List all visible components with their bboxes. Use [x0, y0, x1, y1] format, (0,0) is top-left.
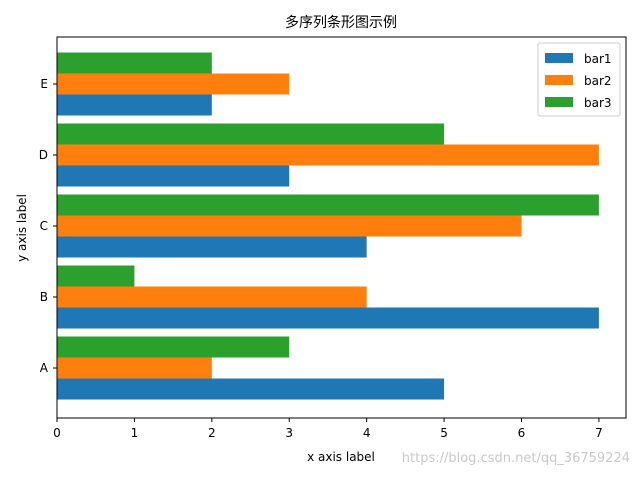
y-tick-label: E [40, 77, 48, 91]
bar-bar3-A [57, 336, 290, 358]
bar-bar3-B [57, 265, 135, 287]
x-tick-label: 6 [518, 426, 526, 440]
y-tick-label: A [40, 361, 49, 375]
bar-bar2-D [57, 144, 599, 166]
bar-bar2-A [57, 357, 212, 379]
legend-swatch-bar1 [545, 53, 573, 63]
bar-bar1-C [57, 236, 367, 258]
y-tick-label: D [39, 148, 48, 162]
bar-bar3-C [57, 194, 599, 216]
y-axis-label: y axis label [15, 194, 29, 262]
y-ticks: A B C D E [39, 77, 57, 375]
x-axis-label: x axis label [307, 450, 375, 464]
bars-group [57, 52, 599, 400]
x-tick-label: 3 [285, 426, 293, 440]
legend-label-bar1: bar1 [584, 52, 612, 66]
watermark: https://blog.csdn.net/qq_36759224 [401, 451, 630, 466]
x-tick-label: 1 [131, 426, 139, 440]
bar-bar2-E [57, 73, 290, 95]
bar-bar1-D [57, 165, 290, 187]
bar-bar3-E [57, 52, 212, 74]
legend-swatch-bar3 [545, 97, 573, 107]
x-tick-label: 2 [208, 426, 216, 440]
bar-bar2-B [57, 286, 367, 308]
legend-label-bar3: bar3 [584, 96, 612, 110]
legend-swatch-bar2 [545, 75, 573, 85]
y-tick-label: B [40, 290, 48, 304]
bar-bar1-E [57, 94, 212, 116]
x-tick-label: 5 [440, 426, 448, 440]
bar-bar2-C [57, 215, 522, 237]
legend-label-bar2: bar2 [584, 74, 612, 88]
x-tick-label: 0 [53, 426, 61, 440]
bar-bar1-A [57, 378, 445, 400]
legend: bar1 bar2 bar3 [537, 42, 621, 117]
chart-title: 多序列条形图示例 [285, 14, 397, 31]
x-tick-label: 4 [363, 426, 371, 440]
bar-bar1-B [57, 307, 599, 329]
bar-bar3-D [57, 123, 445, 145]
x-ticks: 0 1 2 3 4 5 6 7 [53, 418, 603, 440]
axes-frame [56, 36, 627, 419]
x-tick-label: 7 [595, 426, 603, 440]
y-tick-label: C [40, 219, 48, 233]
